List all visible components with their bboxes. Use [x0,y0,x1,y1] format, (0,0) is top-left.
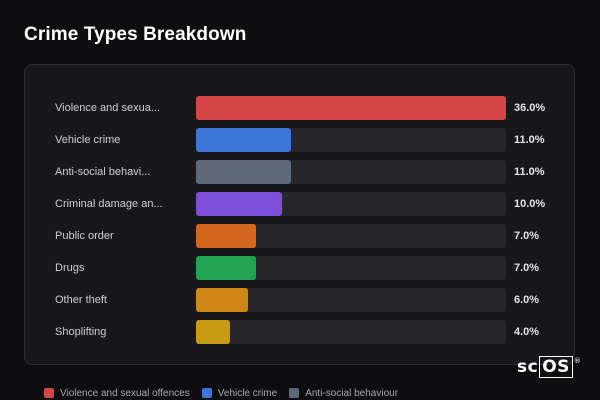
bar-track [196,224,506,248]
bar-label: Vehicle crime [55,134,121,146]
bar-track [196,96,506,120]
bar-label: Violence and sexua... [55,102,160,114]
bar-row: Vehicle crime 11.0% [25,128,574,152]
bar-value-label: 7.0% [514,230,540,242]
legend-label: Violence and sexual offences [60,387,190,399]
chart-title: Crime Types Breakdown [24,24,247,45]
bar-value-label: 7.0% [514,262,540,274]
legend-item: Anti-social behaviour [289,388,398,399]
bar-label: Criminal damage an... [55,198,163,210]
legend-item: Violence and sexual offences [44,388,190,399]
bar-label: Other theft [55,294,107,306]
bar [196,160,291,184]
bar-label: Drugs [55,262,85,274]
bar-label: Public order [55,230,114,242]
bar-value-label: 10.0% [514,198,546,210]
bar-row: Criminal damage an... 10.0% [25,192,574,216]
bar [196,288,248,312]
bar-value-label: 36.0% [514,102,546,114]
bar-row: Drugs 7.0% [25,256,574,280]
bar [196,256,256,280]
bar-value-label: 6.0% [514,294,540,306]
bar-track [196,320,506,344]
legend-item: Vehicle crime [201,387,278,399]
bar-label: Anti-social behavi... [55,166,151,178]
bar-track [196,192,506,216]
bar-track [196,256,506,280]
legend-label: Vehicle crime [217,387,278,399]
bar-row: Public order 7.0% [25,224,574,248]
bar-value-label: 11.0% [514,166,545,178]
bar [196,224,256,248]
bar-value-label: 4.0% [514,326,540,338]
chart-card: Violence and sexua... 36.0% Vehicle crime 1… [24,64,575,365]
bar-track [196,160,506,184]
legend-swatch [201,388,212,398]
bar [196,128,291,152]
bar-value-label: 11.0% [514,134,545,146]
bar-row: Other theft 6.0% [25,288,574,312]
bar-row: Anti-social behavi... 11.0% [25,160,574,184]
legend-swatch [289,388,300,398]
bar-row: Shoplifting 4.0% [25,320,574,344]
chart-legend: Violence and sexual offences Vehicle crim… [44,386,398,400]
bar-track [196,288,506,312]
legend-label: Anti-social behaviour [305,387,399,399]
bar-row: Violence and sexua... 36.0% [25,96,574,120]
bar [196,96,506,120]
bar [196,320,230,344]
scos-logo: sc OS ® [517,356,582,378]
legend-swatch [44,388,54,398]
bar-track [196,128,506,152]
bar-label: Shoplifting [55,326,107,338]
bar [196,192,282,216]
